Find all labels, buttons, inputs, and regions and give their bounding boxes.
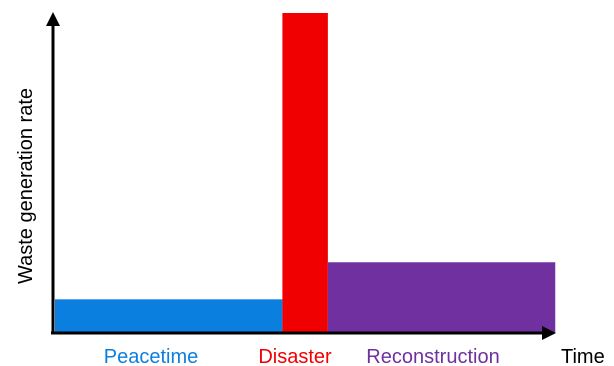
category-labels: Peacetime Disaster Reconstruction (104, 346, 500, 366)
category-label-peacetime: Peacetime (104, 346, 199, 366)
bar-reconstruction (327, 262, 556, 333)
bar-disaster (282, 13, 328, 333)
bar-peacetime (55, 299, 283, 333)
y-axis-arrow (46, 12, 60, 26)
x-axis-label: Time (561, 346, 605, 366)
category-label-disaster: Disaster (258, 346, 332, 366)
category-label-reconstruction: Reconstruction (366, 346, 499, 366)
y-axis-label: Waste generation rate (15, 88, 37, 284)
bars-group (55, 13, 556, 333)
axes-group (46, 12, 556, 340)
x-axis-arrow (542, 326, 556, 340)
